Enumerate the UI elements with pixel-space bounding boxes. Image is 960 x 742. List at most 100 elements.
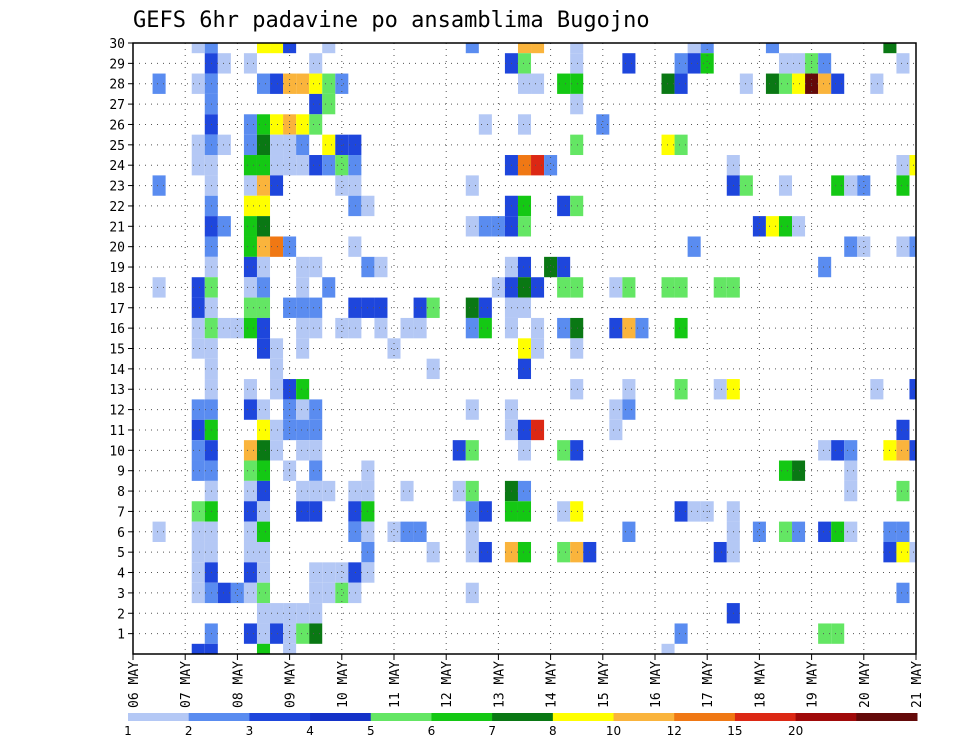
heatmap-cell — [296, 134, 310, 156]
colorbar: 1 2 3 4 5 6 7 8 10 12 15 20 — [124, 713, 918, 738]
heatmap-cell — [478, 501, 492, 522]
heatmap-cell — [296, 419, 310, 441]
heatmap-cell — [348, 317, 362, 339]
heatmap-cell — [570, 43, 584, 54]
heatmap-cell — [452, 480, 466, 502]
heatmap-cell — [570, 73, 584, 94]
heatmap-cell — [243, 379, 257, 400]
x-tick-label: 13 MAY — [492, 661, 507, 708]
heatmap-cell — [348, 297, 362, 318]
heatmap-cell — [348, 236, 362, 257]
colorbar-label: 7 — [488, 724, 496, 738]
y-tick-label: 30 — [109, 37, 125, 52]
heatmap-cell — [909, 440, 916, 461]
heatmap-cell — [831, 623, 845, 644]
heatmap-cell — [309, 501, 323, 522]
heatmap-cell — [674, 73, 688, 94]
heatmap-cell — [752, 521, 766, 542]
heatmap-cell — [739, 73, 753, 94]
heatmap-cell — [531, 419, 545, 441]
heatmap-cell — [322, 73, 336, 94]
heatmap-cell — [243, 562, 257, 583]
heatmap-cell — [844, 460, 858, 481]
y-tick-label: 4 — [117, 567, 125, 582]
heatmap-cell — [778, 73, 793, 94]
heatmap-cell — [230, 317, 244, 339]
heatmap-cell — [191, 134, 205, 156]
heatmap-cell — [557, 541, 571, 563]
heatmap-cell — [204, 43, 218, 54]
heatmap-cell — [478, 216, 492, 237]
y-tick-label: 27 — [109, 98, 125, 113]
heatmap-cell — [413, 297, 427, 318]
heatmap-cell — [896, 521, 910, 542]
heatmap-cell — [256, 541, 271, 563]
heatmap-cell — [270, 73, 284, 94]
heatmap-cell — [909, 379, 916, 400]
heatmap-cell — [517, 338, 532, 359]
heatmap-cell — [844, 175, 858, 196]
heatmap-cell — [243, 521, 257, 542]
heatmap-cell — [818, 440, 832, 461]
heatmap-cell — [309, 603, 323, 624]
colorbar-label: 4 — [306, 724, 314, 738]
heatmap-cell — [256, 195, 271, 217]
heatmap-cell — [256, 338, 271, 359]
heatmap-cell — [896, 236, 910, 257]
heatmap-cell — [348, 562, 362, 583]
heatmap-cell — [413, 521, 427, 542]
heatmap-cell — [270, 43, 284, 54]
heatmap-cell — [296, 379, 310, 400]
colorbar-swatch — [310, 713, 372, 721]
heatmap-cell — [348, 521, 362, 542]
heatmap-cell — [465, 216, 479, 237]
heatmap-cell — [270, 114, 284, 135]
heatmap-cell — [309, 460, 323, 481]
heatmap-cell — [256, 480, 271, 502]
colorbar-swatch — [492, 713, 554, 721]
heatmap-cell — [270, 155, 284, 176]
heatmap-cell — [465, 541, 479, 563]
heatmap-cell — [256, 562, 271, 583]
heatmap-cell — [661, 73, 675, 94]
heatmap-cell — [557, 256, 571, 278]
heatmap-cell — [792, 460, 806, 481]
heatmap-cell — [896, 582, 910, 604]
x-tick-label: 10 MAY — [336, 661, 351, 708]
heatmap-cell — [256, 582, 271, 604]
y-tick-label: 21 — [109, 220, 125, 235]
heatmap-cell — [230, 582, 244, 604]
heatmap-cell — [765, 43, 779, 54]
heatmap-cell — [700, 53, 714, 74]
heatmap-cell — [517, 440, 532, 461]
heatmap-cell — [896, 419, 910, 441]
heatmap-cell — [517, 73, 532, 94]
heatmap-cell — [792, 73, 806, 94]
y-tick-label: 14 — [109, 363, 125, 378]
heatmap-cell — [387, 338, 401, 359]
y-tick-label: 3 — [117, 587, 125, 602]
colorbar-swatch — [128, 713, 190, 721]
heatmap-cell — [309, 440, 323, 461]
heatmap-cell — [296, 501, 310, 522]
heatmap-cell — [270, 603, 284, 624]
heatmap-cell — [335, 155, 349, 176]
heatmap-cell — [309, 114, 323, 135]
y-axis: 1234567891011121314151617181920212223242… — [109, 37, 133, 643]
heatmap-cell — [191, 399, 205, 420]
heatmap-cell — [713, 277, 727, 298]
heatmap-cell — [309, 155, 323, 176]
heatmap-cell — [270, 440, 284, 461]
heatmap-cell — [478, 297, 492, 318]
x-tick-label: 11 MAY — [388, 661, 403, 708]
heatmap-cell — [243, 480, 257, 502]
heatmap-cell — [152, 73, 166, 94]
heatmap-cell — [256, 603, 271, 624]
heatmap-cell — [191, 277, 205, 298]
heatmap-cell — [465, 582, 479, 604]
heatmap-cell — [713, 379, 727, 400]
heatmap-cell — [896, 480, 910, 502]
colorbar-label: 6 — [428, 724, 436, 738]
colorbar-label: 3 — [246, 724, 254, 738]
heatmap-cell — [844, 480, 858, 502]
